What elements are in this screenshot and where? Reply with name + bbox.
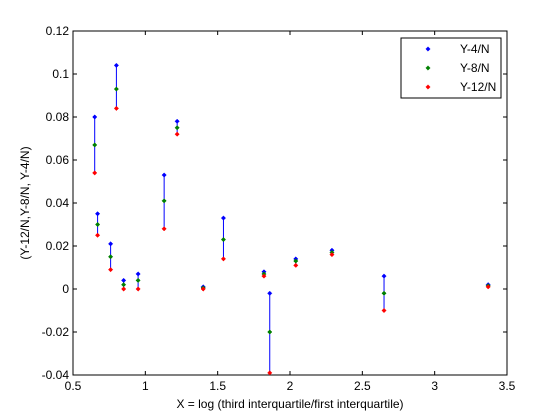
legend-marker: [425, 65, 431, 71]
point-y-12-n: [220, 256, 227, 262]
y-tick-label: 0.02: [46, 239, 70, 253]
point-y-4-n: [135, 271, 141, 277]
x-tick-label: 1: [142, 379, 149, 393]
y-tick-label: -0.02: [42, 325, 70, 339]
x-tick-label: 0.5: [65, 379, 82, 393]
point-y-8-n: [381, 290, 387, 296]
point-y-12-n: [113, 105, 119, 111]
point-y-8-n: [135, 277, 141, 283]
point-y-12-n: [92, 170, 98, 176]
legend-box: [400, 37, 502, 99]
data-points: [92, 62, 491, 376]
point-y-12-n: [108, 267, 114, 273]
y-axis-ticks: -0.04 -0.02 0 0.02 0.04 0.06 0.08 0.1 0.12: [42, 24, 507, 382]
y-tick-label: -0.04: [42, 368, 70, 382]
legend-entry-label: Y-12/N: [460, 80, 496, 94]
point-y-4-n: [220, 215, 227, 221]
point-y-4-n: [381, 273, 387, 279]
point-y-12-n: [293, 262, 299, 268]
point-y-4-n: [108, 241, 114, 247]
y-tick-label: 0: [62, 282, 69, 296]
x-tick-label: 2.5: [354, 379, 371, 393]
point-y-8-n: [108, 254, 114, 260]
point-y-4-n: [161, 172, 167, 178]
x-axis-ticks: 0.5 1 1.5 2 2.5 3 3.5: [65, 31, 516, 393]
point-y-4-n: [92, 114, 98, 120]
x-tick-label: 2: [287, 379, 294, 393]
y-tick-label: 0.04: [46, 196, 70, 210]
point-y-12-n: [161, 226, 167, 232]
legend-entry-label: Y-8/N: [460, 61, 490, 75]
point-y-8-n: [267, 329, 273, 335]
point-y-12-n: [329, 252, 335, 258]
point-y-4-n: [174, 118, 180, 124]
x-tick-label: 3.5: [499, 379, 516, 393]
y-tick-label: 0.1: [52, 67, 69, 81]
legend: Y-4/N Y-8/N Y-12/N: [400, 37, 502, 99]
point-y-8-n: [220, 236, 227, 243]
legend-marker: [425, 46, 431, 52]
point-y-8-n: [113, 86, 119, 92]
legend-marker: [425, 84, 431, 90]
point-y-12-n: [381, 307, 387, 314]
point-y-4-n: [267, 290, 273, 296]
point-y-4-n: [113, 62, 119, 68]
point-y-12-n: [135, 286, 141, 292]
x-tick-label: 1.5: [209, 379, 226, 393]
x-tick-label: 3: [431, 379, 438, 393]
y-tick-label: 0.12: [46, 24, 70, 38]
point-y-12-n: [261, 273, 267, 279]
point-y-4-n: [95, 211, 101, 217]
point-y-12-n: [121, 286, 127, 292]
y-tick-label: 0.06: [46, 153, 70, 167]
point-y-8-n: [161, 198, 167, 204]
point-y-12-n: [267, 370, 273, 376]
y-tick-label: 0.08: [46, 110, 70, 124]
point-y-12-n: [95, 232, 101, 238]
point-y-8-n: [174, 125, 180, 131]
point-y-12-n: [485, 284, 491, 290]
legend-entry-label: Y-4/N: [460, 42, 490, 56]
point-y-8-n: [95, 221, 101, 228]
y-axis-label: (Y-12/N,Y-8/N, Y-4/N): [18, 146, 32, 259]
point-y-12-n: [200, 286, 206, 292]
x-axis-label: X = log (third interquartile/first inter…: [176, 397, 403, 411]
point-y-12-n: [174, 131, 180, 137]
point-y-8-n: [92, 142, 98, 148]
